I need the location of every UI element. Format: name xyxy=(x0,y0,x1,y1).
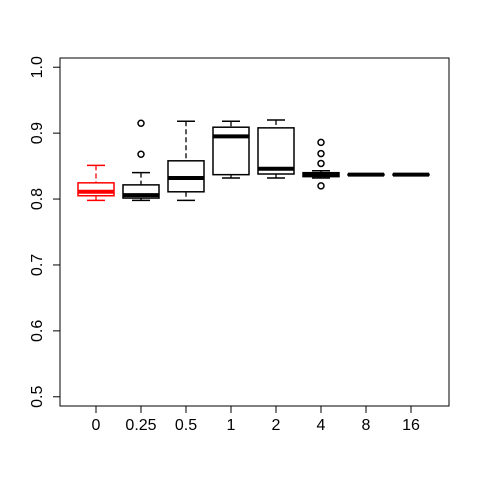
y-tick-label: 0.5 xyxy=(29,386,46,408)
y-tick-label: 0.7 xyxy=(29,254,46,276)
outlier xyxy=(317,149,325,158)
box xyxy=(212,126,250,176)
outlier xyxy=(137,119,145,127)
x-tick-label: 0 xyxy=(92,417,101,434)
y-tick-label: 0.8 xyxy=(29,188,46,210)
outlier xyxy=(317,182,325,190)
x-tick-label: 4 xyxy=(317,417,326,434)
y-tick-label: 0.6 xyxy=(29,320,46,342)
x-tick-label: 16 xyxy=(402,417,420,434)
x-tick-label: 8 xyxy=(362,417,371,434)
x-tick-label: 0.25 xyxy=(125,417,156,434)
box xyxy=(257,127,295,175)
x-tick-label: 1 xyxy=(227,417,236,434)
y-tick-label: 0.9 xyxy=(29,122,46,144)
x-tick-label: 0.5 xyxy=(175,417,197,434)
box xyxy=(77,182,115,197)
plot-frame xyxy=(59,57,450,407)
outlier xyxy=(317,138,325,147)
x-tick-label: 2 xyxy=(272,417,281,434)
outlier xyxy=(137,150,145,158)
outlier xyxy=(317,159,325,168)
y-tick-label: 1.0 xyxy=(29,56,46,78)
